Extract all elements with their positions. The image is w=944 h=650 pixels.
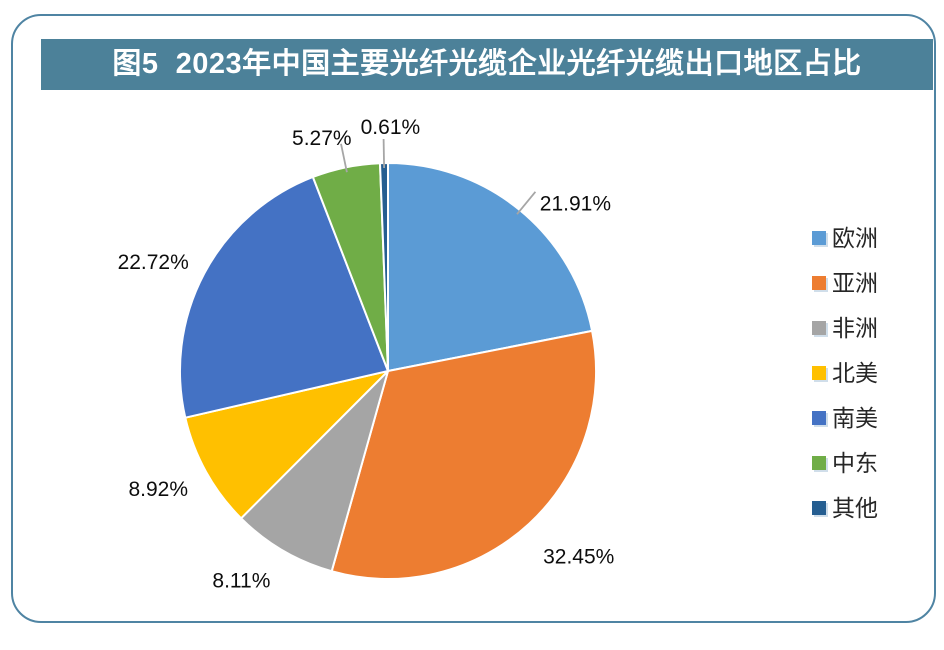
figure-title: 图5 2023年中国主要光纤光缆企业光纤光缆出口地区占比	[112, 48, 862, 80]
pie-slice-北美	[184, 370, 389, 520]
legend-label: 北美	[832, 359, 878, 386]
data-label-其他: 0.61%	[361, 116, 421, 139]
leader-line-其他	[382, 138, 385, 169]
legend-swatch-icon	[812, 366, 826, 380]
legend: 欧洲亚洲非洲北美南美中东其他	[812, 226, 878, 520]
data-label-北美: 8.92%	[128, 478, 188, 501]
legend-label: 非洲	[832, 314, 878, 341]
legend-swatch-icon	[812, 276, 826, 290]
legend-item-北美: 北美	[812, 361, 878, 385]
legend-label: 亚洲	[832, 269, 878, 296]
legend-swatch-icon	[812, 321, 826, 335]
pie-slice-亚洲	[330, 329, 597, 580]
data-label-欧洲: 21.91%	[540, 192, 611, 215]
legend-label: 南美	[832, 404, 878, 431]
legend-swatch-icon	[812, 456, 826, 470]
legend-swatch-icon	[812, 231, 826, 245]
pie-slice-非洲	[240, 370, 389, 573]
leader-line-欧洲	[516, 191, 537, 215]
legend-label: 欧洲	[832, 224, 878, 251]
data-label-中东: 5.27%	[292, 127, 352, 150]
legend-item-亚洲: 亚洲	[812, 271, 878, 295]
data-label-非洲: 8.11%	[212, 569, 270, 592]
data-label-南美: 22.72%	[118, 251, 189, 274]
legend-swatch-icon	[812, 411, 826, 425]
legend-item-欧洲: 欧洲	[812, 226, 878, 250]
legend-item-其他: 其他	[812, 496, 878, 520]
figure-title-bar: 图5 2023年中国主要光纤光缆企业光纤光缆出口地区占比	[41, 39, 933, 90]
legend-item-非洲: 非洲	[812, 316, 878, 340]
data-label-亚洲: 32.45%	[543, 546, 614, 569]
legend-label: 中东	[832, 449, 878, 476]
legend-label: 其他	[832, 494, 878, 521]
legend-item-中东: 中东	[812, 451, 878, 475]
pie-chart: 21.91% 32.45% 8.11% 8.92% 22.72% 5.27% 0.61%	[118, 116, 615, 592]
legend-swatch-icon	[812, 501, 826, 515]
legend-item-南美: 南美	[812, 406, 878, 430]
leader-line-中东	[340, 143, 348, 173]
figure-card: 图5 2023年中国主要光纤光缆企业光纤光缆出口地区占比 21.91% 32.45…	[11, 14, 936, 623]
